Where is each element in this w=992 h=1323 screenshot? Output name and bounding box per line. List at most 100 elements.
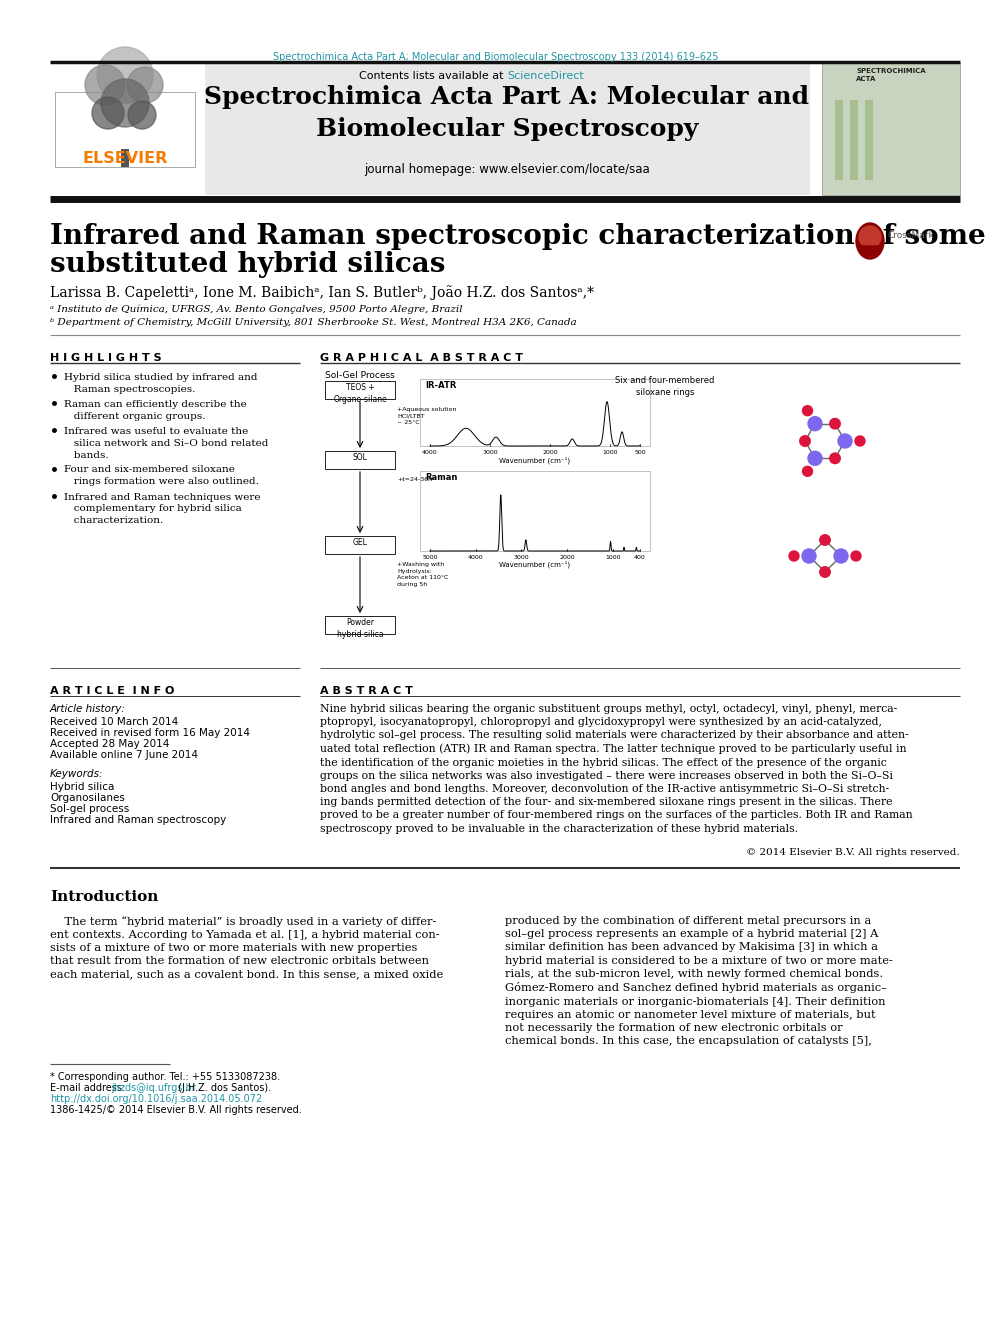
Circle shape xyxy=(829,418,840,429)
Text: Received 10 March 2014: Received 10 March 2014 xyxy=(50,717,179,728)
Text: Infrared and Raman spectroscopy: Infrared and Raman spectroscopy xyxy=(50,815,226,826)
Circle shape xyxy=(128,101,156,130)
Circle shape xyxy=(97,48,153,103)
Text: G R A P H I C A L  A B S T R A C T: G R A P H I C A L A B S T R A C T xyxy=(320,353,523,363)
Text: Infrared and Raman spectroscopic characterization of some organic: Infrared and Raman spectroscopic charact… xyxy=(50,224,992,250)
Bar xyxy=(420,378,650,446)
Bar xyxy=(420,471,650,550)
Text: +Washing with
Hydrolysis:
Aceton at 110°C
during 5h: +Washing with Hydrolysis: Aceton at 110°… xyxy=(397,562,448,587)
Text: E-mail address:: E-mail address: xyxy=(50,1084,128,1093)
Text: Spectrochimica Acta Part A; Molecular and Biomolecular Spectroscopy 133 (2014) 6: Spectrochimica Acta Part A; Molecular an… xyxy=(273,52,719,62)
Text: A R T I C L E  I N F O: A R T I C L E I N F O xyxy=(50,687,175,696)
Text: A B S T R A C T: A B S T R A C T xyxy=(320,687,413,696)
Text: Wavenumber (cm⁻¹): Wavenumber (cm⁻¹) xyxy=(499,561,570,569)
Text: CrossMark: CrossMark xyxy=(888,232,934,239)
Bar xyxy=(325,617,395,634)
Bar xyxy=(55,93,195,167)
Circle shape xyxy=(789,550,799,561)
Text: ScienceDirect: ScienceDirect xyxy=(507,71,583,81)
Text: * Corresponding author. Tel.: +55 5133087238.: * Corresponding author. Tel.: +55 513308… xyxy=(50,1072,280,1082)
Ellipse shape xyxy=(859,226,881,247)
Text: 4000: 4000 xyxy=(423,450,437,455)
Text: Hybrid silica studied by infrared and
   Raman spectroscopies.: Hybrid silica studied by infrared and Ra… xyxy=(64,373,258,394)
Text: 1000: 1000 xyxy=(602,450,618,455)
Text: Powder
hybrid silica: Powder hybrid silica xyxy=(336,618,383,639)
Circle shape xyxy=(808,451,822,466)
Text: TEOS +
Organo-silane: TEOS + Organo-silane xyxy=(333,382,387,404)
Circle shape xyxy=(127,67,163,103)
Bar xyxy=(205,64,810,194)
Text: Keywords:: Keywords: xyxy=(50,769,103,779)
Bar xyxy=(325,536,395,554)
Circle shape xyxy=(101,79,149,127)
Text: Accepted 28 May 2014: Accepted 28 May 2014 xyxy=(50,740,170,749)
Text: Infrared was useful to evaluate the
   silica network and Si–O bond related
   b: Infrared was useful to evaluate the sili… xyxy=(64,427,269,459)
Text: Sol-Gel Process: Sol-Gel Process xyxy=(325,370,395,380)
Circle shape xyxy=(800,435,810,446)
Circle shape xyxy=(85,65,125,105)
Text: Organosilanes: Organosilanes xyxy=(50,792,125,803)
Text: produced by the combination of different metal precursors in a
sol–gel process r: produced by the combination of different… xyxy=(505,916,893,1046)
Text: Larissa B. Capelettiᵃ, Ione M. Baibichᵃ, Ian S. Butlerᵇ, João H.Z. dos Santosᵃ,*: Larissa B. Capelettiᵃ, Ione M. Baibichᵃ,… xyxy=(50,284,594,300)
Circle shape xyxy=(803,466,812,476)
Text: (J.H.Z. dos Santos).: (J.H.Z. dos Santos). xyxy=(176,1084,272,1093)
Text: 2000: 2000 xyxy=(559,556,574,560)
Circle shape xyxy=(803,406,812,415)
Text: Raman: Raman xyxy=(425,474,457,482)
Text: Hybrid silica: Hybrid silica xyxy=(50,782,114,792)
Text: 5000: 5000 xyxy=(423,556,437,560)
Circle shape xyxy=(834,549,848,564)
Text: +t=24-36h: +t=24-36h xyxy=(397,478,433,482)
Text: http://dx.doi.org/10.1016/j.saa.2014.05.072: http://dx.doi.org/10.1016/j.saa.2014.05.… xyxy=(50,1094,262,1103)
Text: 500: 500 xyxy=(634,450,646,455)
Text: Raman can efficiently describe the
   different organic groups.: Raman can efficiently describe the diffe… xyxy=(64,400,247,421)
Circle shape xyxy=(819,566,830,577)
Text: Spectrochimica Acta Part A: Molecular and
Biomolecular Spectroscopy: Spectrochimica Acta Part A: Molecular an… xyxy=(204,85,809,140)
Bar xyxy=(121,149,129,167)
Bar xyxy=(325,451,395,468)
Text: Wavenumber (cm⁻¹): Wavenumber (cm⁻¹) xyxy=(499,456,570,463)
Ellipse shape xyxy=(856,224,884,259)
Text: Available online 7 June 2014: Available online 7 June 2014 xyxy=(50,750,198,759)
Text: journal homepage: www.elsevier.com/locate/saa: journal homepage: www.elsevier.com/locat… xyxy=(364,163,650,176)
Circle shape xyxy=(819,534,830,545)
Circle shape xyxy=(802,549,816,564)
Text: +Aqueous solution
HCl/LTBT
~ 25°C: +Aqueous solution HCl/LTBT ~ 25°C xyxy=(397,407,456,425)
Text: substituted hybrid silicas: substituted hybrid silicas xyxy=(50,251,445,278)
Text: ᵇ Department of Chemistry, McGill University, 801 Sherbrooke St. West, Montreal : ᵇ Department of Chemistry, McGill Univer… xyxy=(50,318,576,327)
Text: 4000: 4000 xyxy=(468,556,483,560)
Text: Nine hybrid silicas bearing the organic substituent groups methyl, octyl, octade: Nine hybrid silicas bearing the organic … xyxy=(320,704,913,833)
Bar xyxy=(325,381,395,400)
Text: ᵃ Instituto de Química, UFRGS, Av. Bento Gonçalves, 9500 Porto Alegre, Brazil: ᵃ Instituto de Química, UFRGS, Av. Bento… xyxy=(50,306,462,315)
Bar xyxy=(850,101,858,180)
Text: IR-ATR: IR-ATR xyxy=(425,381,456,390)
Bar xyxy=(835,101,843,180)
Polygon shape xyxy=(861,246,879,257)
Bar xyxy=(865,101,873,180)
Text: © 2014 Elsevier B.V. All rights reserved.: © 2014 Elsevier B.V. All rights reserved… xyxy=(746,848,960,857)
Text: SOL: SOL xyxy=(352,452,367,462)
Text: Infrared and Raman techniques were
   complementary for hybrid silica
   charact: Infrared and Raman techniques were compl… xyxy=(64,492,261,525)
Circle shape xyxy=(808,417,822,431)
Text: 3000: 3000 xyxy=(514,556,529,560)
Circle shape xyxy=(855,437,865,446)
Text: jhzds@iq.ufrgs.br: jhzds@iq.ufrgs.br xyxy=(111,1084,195,1093)
Text: Sol-gel process: Sol-gel process xyxy=(50,804,129,814)
Bar xyxy=(822,64,960,194)
Text: SPECTROCHIMICA
ACTA: SPECTROCHIMICA ACTA xyxy=(856,67,926,82)
Text: Four and six-membered siloxane
   rings formation were also outlined.: Four and six-membered siloxane rings for… xyxy=(64,466,259,487)
Text: 1386-1425/© 2014 Elsevier B.V. All rights reserved.: 1386-1425/© 2014 Elsevier B.V. All right… xyxy=(50,1105,302,1115)
Text: Received in revised form 16 May 2014: Received in revised form 16 May 2014 xyxy=(50,728,250,738)
Text: GEL: GEL xyxy=(352,538,367,546)
Text: H I G H L I G H T S: H I G H L I G H T S xyxy=(50,353,162,363)
Text: Article history:: Article history: xyxy=(50,704,126,714)
Text: 1000: 1000 xyxy=(605,556,620,560)
Text: Introduction: Introduction xyxy=(50,890,159,904)
Text: The term “hybrid material” is broadly used in a variety of differ-
ent contexts.: The term “hybrid material” is broadly us… xyxy=(50,916,443,979)
Text: ELSEVIER: ELSEVIER xyxy=(82,151,168,165)
Text: Contents lists available at: Contents lists available at xyxy=(359,71,507,81)
Text: 400: 400 xyxy=(634,556,646,560)
Circle shape xyxy=(92,97,124,130)
Text: 2000: 2000 xyxy=(543,450,558,455)
Circle shape xyxy=(851,550,861,561)
